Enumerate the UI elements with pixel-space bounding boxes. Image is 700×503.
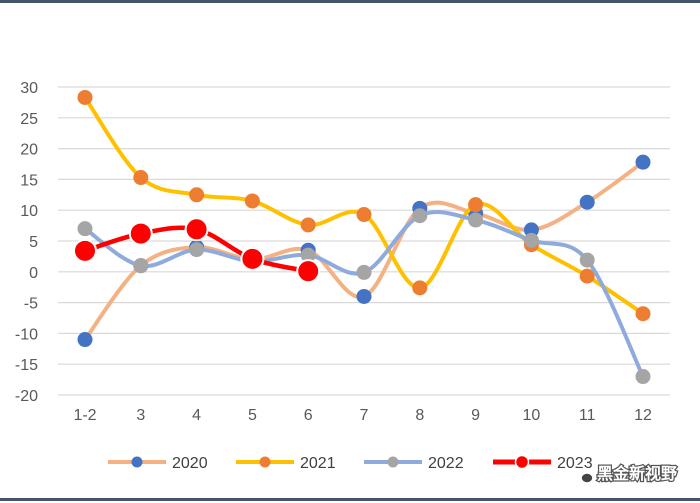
y-tick-label: -15 <box>15 357 38 374</box>
data-point <box>133 170 149 186</box>
series-2021 <box>77 89 651 322</box>
data-point <box>468 212 484 228</box>
x-tick-label: 9 <box>471 407 480 424</box>
x-tick-label: 10 <box>523 407 541 424</box>
data-point <box>189 242 205 258</box>
legend-label: 2020 <box>172 455 208 472</box>
legend-item-2023: 2023 <box>493 454 593 472</box>
series-line-2021 <box>83 95 645 316</box>
data-point <box>300 217 316 233</box>
x-tick-label: 8 <box>415 407 424 424</box>
y-tick-label: 0 <box>29 265 38 282</box>
y-tick-label: 30 <box>20 80 38 97</box>
legend-item-2020: 2020 <box>108 455 208 472</box>
legend-label: 2021 <box>300 455 336 472</box>
data-point <box>77 332 93 348</box>
data-point <box>412 208 428 224</box>
data-point <box>73 238 97 263</box>
legend-label: 2022 <box>428 455 464 472</box>
x-tick-label: 1-2 <box>73 407 96 424</box>
data-point <box>635 306 651 322</box>
wechat-icon <box>570 464 594 484</box>
y-tick-label: 25 <box>20 111 38 128</box>
x-axis-labels: 1-2 3 4 5 6 7 8 9 10 11 12 <box>73 407 652 424</box>
x-tick-label: 6 <box>304 407 313 424</box>
data-point <box>77 221 93 237</box>
data-point <box>523 222 539 238</box>
y-tick-label: -10 <box>15 326 38 343</box>
x-tick-label: 7 <box>360 407 369 424</box>
data-point <box>356 264 372 280</box>
legend: 2020 2021 2022 2023 <box>108 454 593 472</box>
data-point <box>635 369 651 385</box>
legend-marker <box>259 456 271 468</box>
x-tick-label: 4 <box>192 407 201 424</box>
watermark-text: 黑金新视野 <box>597 464 677 483</box>
legend-item-2021: 2021 <box>236 455 336 472</box>
data-point <box>356 207 372 223</box>
data-point <box>356 288 372 304</box>
legend-marker <box>131 456 143 468</box>
y-tick-label: 20 <box>20 142 38 159</box>
data-point <box>184 217 209 242</box>
x-tick-label: 12 <box>634 407 652 424</box>
data-point <box>412 280 428 296</box>
y-tick-label: 15 <box>20 172 38 189</box>
watermark: 黑金新视野 <box>570 463 678 484</box>
data-point <box>579 268 595 284</box>
top-border <box>0 0 700 3</box>
bottom-border <box>0 498 700 501</box>
series-line-2022 <box>83 210 645 379</box>
data-point <box>240 246 265 271</box>
data-point <box>579 194 595 210</box>
gridlines <box>58 86 670 396</box>
y-tick-label: 5 <box>29 234 38 251</box>
data-point <box>244 193 260 209</box>
data-point <box>300 247 316 263</box>
y-tick-label: -20 <box>15 388 38 405</box>
series-2020 <box>77 154 651 348</box>
y-axis-labels: 30 25 20 15 10 5 0 -5 -10 -15 -20 <box>15 80 38 405</box>
x-tick-label: 11 <box>579 407 596 424</box>
series-group <box>73 89 651 385</box>
legend-item-2022: 2022 <box>364 455 464 472</box>
x-tick-label: 5 <box>248 407 257 424</box>
data-point <box>296 259 321 284</box>
legend-marker <box>387 456 399 468</box>
data-point <box>128 221 153 246</box>
y-tick-label: -5 <box>24 296 38 313</box>
data-point <box>635 154 651 170</box>
legend-marker <box>514 454 530 470</box>
series-2023 <box>73 217 321 284</box>
data-point <box>189 187 205 203</box>
data-point <box>77 89 93 105</box>
data-point <box>133 258 149 274</box>
data-point <box>523 232 539 248</box>
data-point <box>468 197 484 213</box>
series-2022 <box>77 208 651 385</box>
legend-label: 2023 <box>557 455 593 472</box>
data-point <box>579 252 595 268</box>
x-tick-label: 3 <box>136 407 145 424</box>
y-tick-label: 10 <box>20 203 38 220</box>
